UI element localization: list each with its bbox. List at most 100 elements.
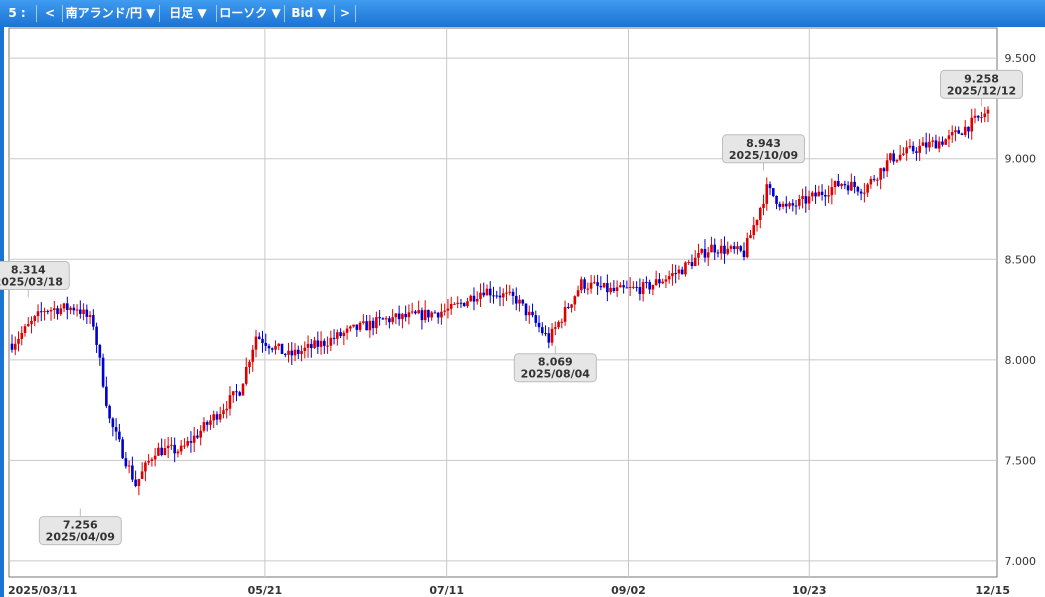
y-tick-label: 9.500 bbox=[1005, 52, 1037, 65]
candle-body bbox=[934, 140, 938, 149]
chart-type-dropdown[interactable]: ローソク ▼ bbox=[219, 6, 281, 20]
candle-body bbox=[765, 184, 769, 204]
candle-body bbox=[817, 191, 821, 197]
candle-body bbox=[671, 273, 674, 277]
candle-body bbox=[514, 295, 518, 304]
candle-body bbox=[804, 196, 808, 204]
next-button[interactable]: > bbox=[339, 6, 351, 20]
candle-body bbox=[118, 431, 121, 440]
candle-body bbox=[423, 309, 427, 321]
candle-body bbox=[303, 347, 307, 352]
candle-body bbox=[755, 219, 759, 226]
candle-body bbox=[244, 366, 248, 384]
candle-body bbox=[745, 238, 749, 258]
candle-body bbox=[762, 203, 765, 209]
candle-body bbox=[13, 343, 17, 350]
candle-body bbox=[43, 311, 46, 313]
candle-body bbox=[563, 307, 567, 322]
candle-body bbox=[775, 195, 778, 204]
candle-body bbox=[261, 338, 264, 343]
candle-body bbox=[495, 295, 499, 297]
candle-body bbox=[459, 302, 463, 304]
candle-body bbox=[911, 145, 915, 152]
candle-body bbox=[791, 203, 795, 206]
candle-body bbox=[736, 246, 739, 250]
candle-body bbox=[134, 479, 137, 487]
candle-body bbox=[163, 448, 167, 456]
candle-body bbox=[531, 311, 534, 316]
period-dropdown[interactable]: 日足 ▼ bbox=[169, 6, 207, 20]
candle-body bbox=[863, 192, 866, 194]
candle-body bbox=[336, 332, 339, 339]
candle-body bbox=[713, 244, 717, 253]
candle-body bbox=[339, 332, 342, 337]
candle-body bbox=[417, 310, 420, 314]
candle-body bbox=[475, 298, 479, 302]
candle-body bbox=[323, 340, 326, 346]
toolbar-separator bbox=[284, 5, 285, 22]
candle-body bbox=[355, 324, 359, 330]
candle-body bbox=[368, 320, 372, 331]
candle-body bbox=[501, 293, 505, 298]
candle-body bbox=[183, 445, 186, 447]
candle-body bbox=[859, 191, 863, 194]
candle-body bbox=[963, 126, 967, 135]
candle-body bbox=[879, 168, 882, 180]
candle-body bbox=[433, 312, 437, 314]
candle-body bbox=[466, 301, 469, 307]
y-tick-label: 9.000 bbox=[1005, 153, 1037, 166]
y-axis: 9.500 9.000 8.500 8.000 7.500 7.000 bbox=[1005, 52, 1037, 568]
candle-body bbox=[726, 248, 730, 254]
candle-body bbox=[407, 312, 411, 318]
candle-body bbox=[362, 321, 365, 323]
candle-body bbox=[56, 308, 59, 315]
candle-body bbox=[622, 285, 625, 288]
toolbar-separator bbox=[216, 5, 217, 22]
candle-body bbox=[72, 307, 76, 311]
candle-body bbox=[157, 447, 160, 456]
currency-pair-dropdown[interactable]: 南アランド/円 ▼ bbox=[65, 6, 156, 20]
candle-body bbox=[967, 126, 970, 132]
candle-body bbox=[719, 245, 723, 254]
candle-body bbox=[518, 299, 521, 304]
candle-body bbox=[228, 395, 232, 409]
candle-body bbox=[388, 318, 391, 323]
candle-body bbox=[283, 354, 287, 356]
candle-body bbox=[537, 322, 541, 328]
callout-value: 8.314 bbox=[11, 263, 46, 276]
candle-body bbox=[404, 313, 407, 318]
candle-body bbox=[140, 471, 144, 479]
candle-body bbox=[573, 296, 577, 305]
candle-body bbox=[222, 410, 225, 415]
candle-body bbox=[225, 408, 229, 411]
candle-body bbox=[215, 414, 219, 420]
candle-body bbox=[310, 343, 313, 349]
candle-body bbox=[700, 248, 704, 253]
x-tick-label: 05/21 bbox=[248, 584, 283, 597]
candle-body bbox=[902, 153, 905, 155]
candle-body bbox=[326, 345, 329, 347]
candle-body bbox=[218, 414, 222, 420]
price-type-dropdown[interactable]: Bid ▼ bbox=[291, 6, 327, 20]
candle-body bbox=[329, 337, 333, 346]
callout-box bbox=[0, 260, 70, 290]
callout-box bbox=[939, 69, 1023, 99]
candle-body bbox=[342, 332, 346, 337]
x-tick-label: 2025/03/11 bbox=[8, 584, 77, 597]
candle-body bbox=[456, 302, 460, 304]
callout-box bbox=[38, 516, 122, 546]
candle-body bbox=[742, 250, 746, 258]
candle-body bbox=[365, 321, 368, 331]
candle-body bbox=[606, 283, 609, 293]
prev-button[interactable]: < bbox=[44, 6, 56, 20]
callout-value: 8.069 bbox=[538, 356, 573, 369]
callout-value: 8.943 bbox=[746, 137, 781, 150]
candle-body bbox=[105, 386, 108, 406]
callout-value: 7.256 bbox=[63, 519, 98, 532]
candle-body bbox=[75, 309, 79, 311]
candle-body bbox=[296, 349, 300, 355]
candle-body bbox=[371, 320, 375, 329]
candle-body bbox=[179, 445, 183, 452]
candle-body bbox=[52, 308, 56, 310]
candle-body bbox=[238, 392, 242, 396]
